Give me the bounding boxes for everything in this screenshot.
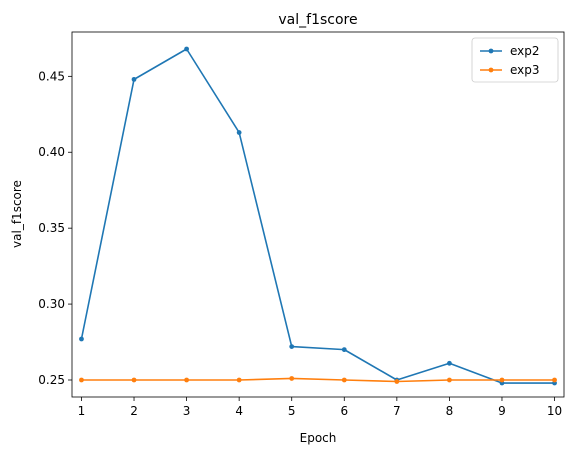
data-point — [184, 377, 189, 383]
legend-label: exp2 — [510, 44, 540, 58]
data-point — [131, 377, 137, 383]
legend-marker — [488, 48, 494, 54]
x-tick-label: 3 — [183, 404, 191, 418]
x-tick-label: 7 — [393, 404, 401, 418]
series-line-exp3 — [81, 377, 555, 383]
series-exp3 — [79, 376, 557, 384]
series-line-exp2 — [80, 48, 555, 384]
legend-box — [471, 37, 559, 83]
x-tick-label: 6 — [340, 404, 348, 418]
y-axis-label: val_f1score — [10, 180, 24, 248]
y-tick-label: 0.45 — [38, 69, 65, 83]
data-point — [236, 130, 242, 135]
y-tick-label: 0.40 — [38, 145, 65, 159]
data-point — [341, 377, 347, 383]
y-tick-label: 0.25 — [38, 373, 65, 387]
x-tick-label: 9 — [498, 404, 506, 418]
data-point — [552, 377, 557, 383]
data-point — [447, 377, 452, 383]
x-tick-label: 8 — [446, 404, 454, 418]
data-point — [499, 377, 505, 383]
legend-marker — [488, 67, 494, 73]
y-tick-label: 0.35 — [38, 221, 65, 235]
series-layer — [79, 46, 557, 386]
legend-item-exp3: exp3 — [480, 63, 540, 77]
data-point — [447, 360, 452, 366]
x-tick-label: 2 — [130, 404, 138, 418]
data-point — [289, 376, 295, 381]
data-point — [131, 76, 137, 82]
legend-item-exp2: exp2 — [480, 44, 540, 58]
x-tick-label: 5 — [288, 404, 296, 418]
y-axis: 0.25 0.30 0.35 0.40 0.45 — [38, 69, 72, 387]
x-axis: 1 2 3 4 5 6 7 8 9 10 — [78, 397, 562, 418]
data-point — [79, 336, 84, 342]
y-tick-label: 0.30 — [38, 297, 65, 311]
legend-label: exp3 — [510, 63, 540, 77]
x-tick-label: 10 — [547, 404, 562, 418]
x-axis-label: Epoch — [300, 431, 337, 445]
plot-area — [71, 31, 565, 398]
x-tick-label: 1 — [78, 404, 86, 418]
data-point — [236, 377, 242, 383]
chart-title: val_f1score — [278, 12, 357, 28]
legend: exp2 exp3 — [471, 37, 559, 83]
x-tick-label: 4 — [235, 404, 243, 418]
data-point — [341, 347, 347, 353]
data-point — [394, 379, 400, 384]
data-point — [79, 377, 84, 383]
data-point — [289, 344, 295, 349]
data-point — [184, 46, 189, 52]
